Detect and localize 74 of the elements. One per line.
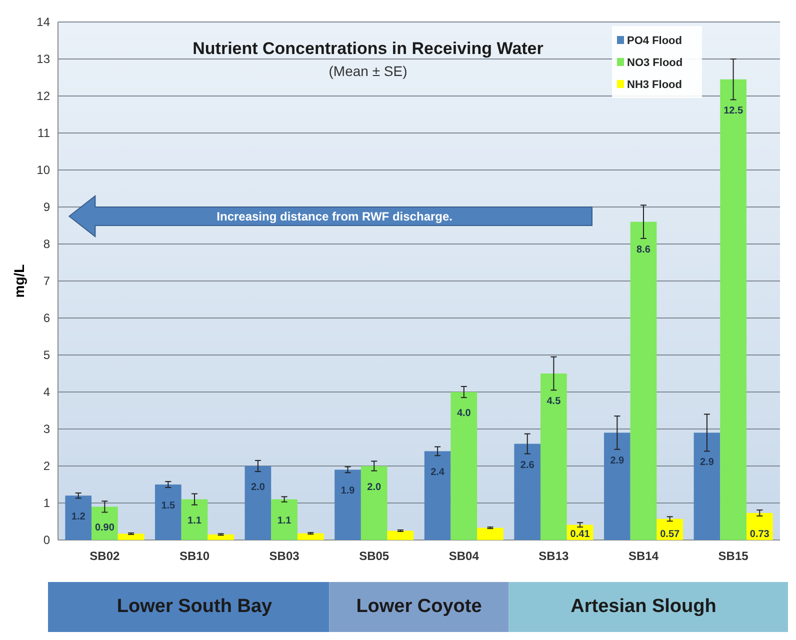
- data-label: 2.6: [520, 460, 535, 471]
- x-tick-label: SB13: [538, 549, 570, 563]
- y-tick-label: 4: [43, 385, 50, 399]
- x-tick-label: SB04: [448, 549, 480, 563]
- y-tick-label: 2: [43, 459, 50, 473]
- data-label: 4.0: [456, 408, 472, 419]
- legend-label: NH3 Flood: [627, 79, 682, 91]
- bar: [65, 496, 92, 540]
- text: Nutrient Concentrations in Receiving Water: [192, 39, 544, 58]
- bar: [92, 506, 118, 540]
- data-label: 12.5: [724, 106, 744, 117]
- x-tick-label: SB02: [90, 549, 120, 563]
- legend-label: PO4 Flood: [627, 35, 682, 47]
- text: Lower South Bay: [116, 596, 273, 617]
- y-tick-label: 10: [36, 163, 50, 177]
- data-label: 8.6: [636, 244, 651, 256]
- bar: [746, 512, 773, 540]
- bar: [181, 499, 208, 540]
- data-label: 2.4: [430, 467, 445, 478]
- data-label: 0.57: [660, 529, 680, 540]
- bar: [424, 451, 451, 540]
- text: (Mean ± SE): [328, 63, 408, 79]
- bar: [514, 444, 541, 540]
- data-label: 0.90: [94, 522, 115, 534]
- data-label: 2.9: [610, 455, 625, 466]
- y-tick-label: 9: [43, 200, 50, 214]
- y-tick-label: 14: [36, 15, 50, 29]
- y-tick-label: 13: [36, 52, 50, 66]
- y-tick-label: 11: [38, 126, 50, 140]
- data-label: 1.9: [340, 486, 356, 497]
- bar: [540, 374, 567, 540]
- bar: [630, 222, 657, 540]
- bar: [244, 466, 272, 540]
- data-label: 1.1: [188, 515, 202, 526]
- data-label: 2.9: [700, 457, 714, 468]
- bar: [271, 499, 298, 540]
- x-tick-label: SB03: [269, 549, 300, 563]
- bar: [387, 530, 414, 540]
- x-tick-label: SB05: [359, 549, 390, 563]
- y-tick-label: 0: [43, 533, 50, 547]
- y-tick-label: 5: [43, 348, 50, 362]
- bar: [360, 466, 388, 540]
- data-label: 1.5: [161, 500, 176, 512]
- bar: [208, 534, 234, 540]
- data-label: 4.5: [546, 396, 562, 408]
- y-tick-label: 12: [36, 89, 50, 103]
- y-tick-label: 3: [43, 422, 50, 436]
- bar: [477, 528, 504, 540]
- x-tick-label: SB15: [718, 549, 749, 563]
- bar: [297, 533, 324, 540]
- bar: [720, 79, 746, 540]
- bar: [154, 484, 182, 540]
- annotation: Increasing distance from RWF discharge.: [216, 209, 453, 224]
- text: Artesian Slough: [570, 596, 716, 617]
- data-label: 1.1: [277, 515, 292, 526]
- y-axis-title: mg/L: [11, 264, 27, 298]
- data-label: 0.73: [750, 528, 770, 540]
- x-tick-label: SB10: [179, 549, 210, 563]
- data-label: 1.2: [71, 512, 86, 523]
- y-tick-label: 6: [43, 311, 50, 325]
- bar: [694, 432, 720, 540]
- data-label: 2.0: [251, 482, 266, 493]
- x-tick-label: SB14: [628, 549, 659, 563]
- y-tick-label: 7: [43, 274, 50, 288]
- bar: [450, 392, 478, 540]
- text: Lower Coyote: [356, 596, 482, 617]
- y-tick-label: 1: [43, 496, 50, 510]
- legend-label: NO3 Flood: [627, 57, 683, 69]
- bar: [118, 534, 144, 540]
- data-label: 0.41: [570, 529, 590, 540]
- bar: [334, 470, 361, 540]
- data-label: 2.0: [367, 482, 382, 493]
- bar: [604, 432, 630, 540]
- y-tick-label: 8: [43, 237, 50, 251]
